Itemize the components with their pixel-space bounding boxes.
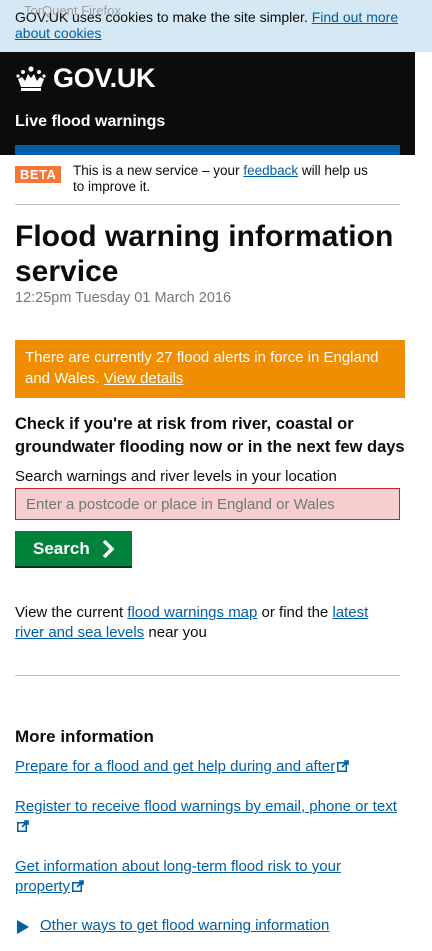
phase-text-after: will help us to improve it.: [73, 163, 368, 194]
external-link-icon: [17, 820, 29, 832]
map-text-middle: or find the: [261, 604, 329, 621]
chevron-right-icon: [102, 539, 115, 558]
cookie-info-link[interactable]: Find out more about cookies: [15, 9, 399, 41]
page-title: Flood warning information service: [15, 220, 394, 288]
search-button[interactable]: Search: [15, 531, 132, 566]
more-info-item: Prepare for a flood and get help during …: [15, 757, 400, 777]
more-info-heading: More information: [15, 727, 154, 746]
river-sea-levels-link[interactable]: latest river and sea levels: [15, 604, 369, 641]
more-info-item: Get information about long-term flood ri…: [15, 857, 400, 897]
view-details-link[interactable]: View details: [103, 370, 184, 387]
check-risk-heading: Check if you're at risk from river, coas…: [15, 415, 405, 456]
site-header: GOV.UK Live flood warnings: [0, 52, 415, 155]
govuk-logo-link[interactable]: GOV.UK: [15, 63, 156, 94]
alert-text: There are currently 27 flood alerts in f…: [25, 349, 379, 387]
external-link-icon: [72, 880, 84, 892]
phase-message: This is a new service – your feedback wi…: [73, 163, 373, 195]
header-brand-bar: [15, 145, 400, 155]
service-name-link[interactable]: Live flood warnings: [15, 113, 166, 130]
register-warnings-link[interactable]: Register to receive flood warnings by em…: [15, 798, 397, 815]
phase-text-before: This is a new service – your: [73, 163, 240, 178]
map-text-after: near you: [148, 624, 207, 641]
triangle-right-icon[interactable]: [17, 920, 29, 934]
beta-tag: BETA: [15, 166, 62, 183]
location-search-input[interactable]: [15, 488, 400, 520]
phase-banner: BETA This is a new service – your feedba…: [15, 163, 400, 205]
cookie-message: GOV.UK uses cookies to make the site sim…: [15, 9, 415, 41]
feedback-link[interactable]: feedback: [243, 163, 299, 178]
more-info-item: Register to receive flood warnings by em…: [15, 797, 400, 837]
map-text-before: View the current: [15, 604, 124, 621]
cookie-text: GOV.UK uses cookies to make the site sim…: [15, 9, 308, 25]
search-button-label: Search: [33, 538, 90, 558]
cookie-banner: GOV.UK uses cookies to make the site sim…: [0, 0, 432, 52]
section-divider: [15, 675, 400, 676]
flood-warnings-map-link[interactable]: flood warnings map: [127, 604, 258, 621]
external-link-icon: [337, 760, 350, 772]
prepare-flood-link[interactable]: Prepare for a flood and get help during …: [15, 758, 336, 775]
crown-icon: [16, 65, 46, 91]
other-ways-link[interactable]: Other ways to get flood warning informat…: [40, 917, 330, 934]
long-term-risk-link[interactable]: Get information about long-term flood ri…: [15, 858, 341, 895]
map-info-text: View the current flood warnings map or f…: [15, 603, 400, 643]
search-label: Search warnings and river levels in your…: [15, 468, 337, 485]
logo-text: GOV.UK: [53, 63, 156, 93]
timestamp: 12:25pm Tuesday 01 March 2016: [15, 290, 232, 306]
flood-alert-banner: There are currently 27 flood alerts in f…: [15, 340, 405, 398]
